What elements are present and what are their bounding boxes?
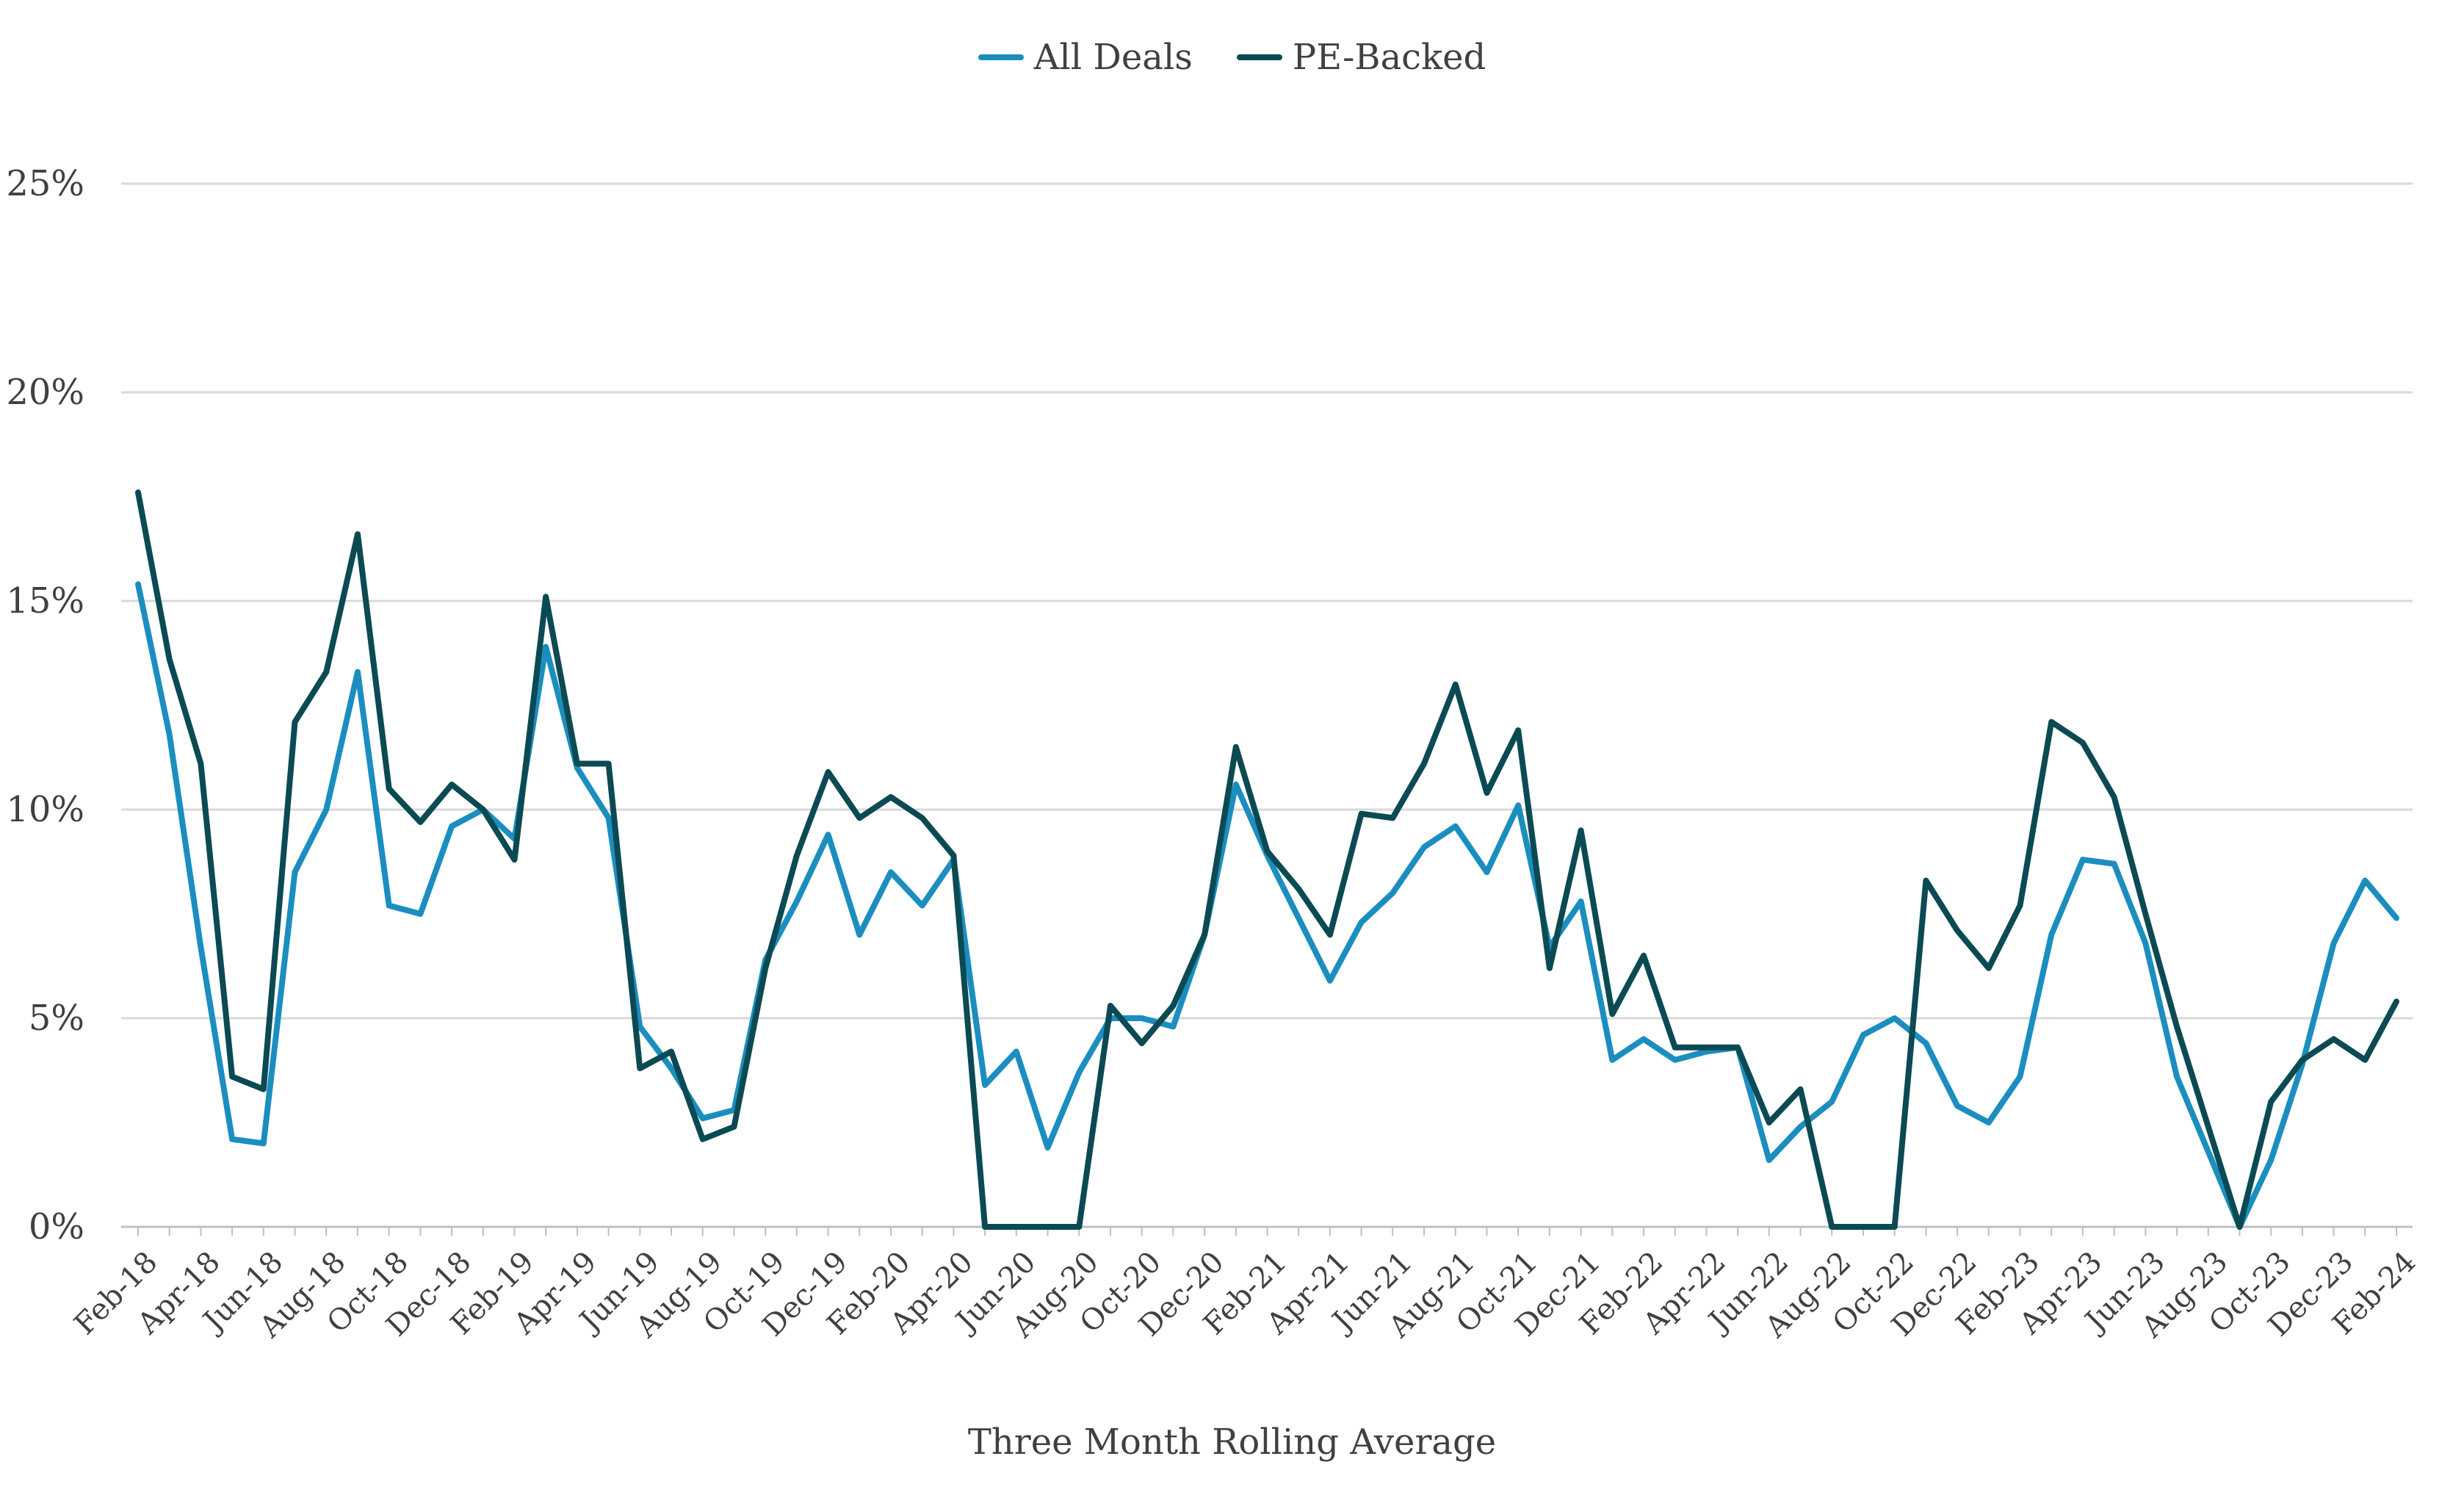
y-tick-label: 0% bbox=[29, 1206, 84, 1247]
y-tick-label: 5% bbox=[29, 998, 84, 1039]
legend: All Deals PE-Backed bbox=[0, 37, 2464, 78]
y-tick-label: 15% bbox=[6, 580, 84, 622]
legend-label-pe-backed: PE-Backed bbox=[1292, 37, 1486, 78]
y-tick-label: 10% bbox=[6, 789, 84, 830]
legend-item-pe-backed: PE-Backed bbox=[1236, 37, 1486, 78]
y-tick-labels: 0% 5% 10% 15% 20% 25% bbox=[6, 163, 84, 1247]
legend-item-all-deals: All Deals bbox=[978, 37, 1193, 78]
legend-label-all-deals: All Deals bbox=[1033, 37, 1193, 78]
legend-swatch-pe-backed bbox=[1236, 54, 1282, 60]
x-axis-title: Three Month Rolling Average bbox=[967, 1422, 1497, 1463]
x-ticks bbox=[137, 1227, 2397, 1236]
y-tick-label: 20% bbox=[6, 372, 84, 413]
y-tick-label: 25% bbox=[6, 163, 84, 204]
y-gridlines bbox=[121, 182, 2413, 1020]
series-line-all-deals bbox=[135, 581, 2399, 1230]
legend-swatch-all-deals bbox=[978, 54, 1024, 60]
series-line-pe-backed bbox=[135, 489, 2399, 1230]
x-tick-labels: Feb-18Apr-18Jun-18Aug-18Oct-18Dec-18Feb-… bbox=[68, 1245, 2422, 1345]
